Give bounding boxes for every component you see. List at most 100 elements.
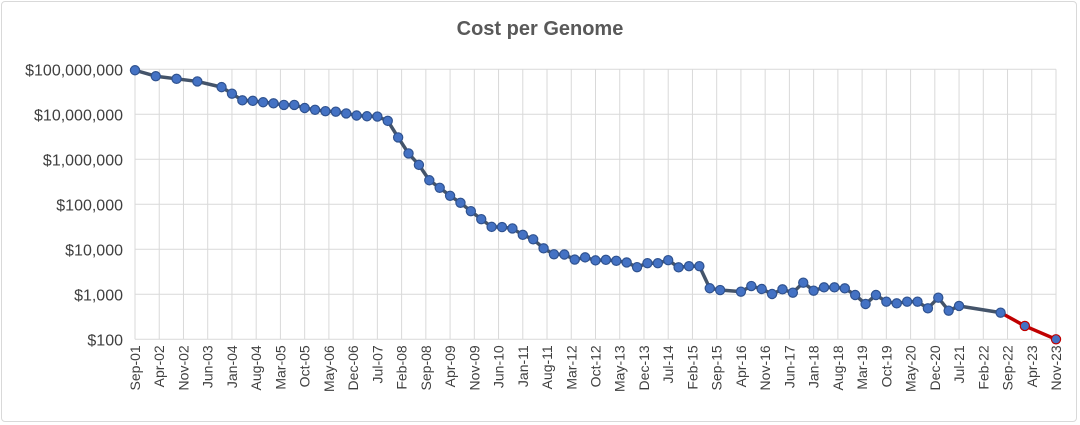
data-point [424, 175, 435, 186]
data-point [129, 65, 141, 76]
y-tick-label: $10,000 [65, 242, 123, 259]
data-point [486, 221, 497, 233]
data-point [735, 286, 747, 297]
data-point [891, 298, 902, 309]
chart-title: Cost per Genome [456, 18, 624, 40]
data-point [320, 105, 331, 117]
data-point [496, 221, 508, 233]
data-point [642, 257, 653, 269]
data-point [631, 261, 643, 273]
data-point [870, 289, 882, 301]
data-point [839, 283, 850, 294]
y-axis-ticks: $100,000,000 $10,000,000 $1,000,000 $100,00… [25, 62, 123, 349]
x-tick-label: Sep-22 [1000, 345, 1016, 390]
data-point [444, 190, 456, 201]
data-point [268, 98, 279, 109]
x-tick-label: Jan-18 [806, 345, 822, 388]
data-point [922, 303, 934, 314]
x-tick-label: Nov-02 [175, 345, 191, 390]
data-point [611, 255, 622, 267]
data-point [912, 296, 923, 307]
data-point [652, 258, 664, 269]
x-tick-label: Apr-09 [442, 345, 458, 387]
data-point [465, 205, 477, 217]
x-tick-label: Mar-12 [563, 345, 579, 390]
x-tick-label: Nov-16 [757, 345, 773, 390]
x-tick-label: Apr-02 [151, 345, 167, 387]
x-tick-label: Sep-01 [127, 345, 143, 390]
data-point [455, 197, 466, 208]
x-tick-label: Jul-21 [951, 345, 967, 383]
x-tick-label: Sep-08 [418, 345, 434, 390]
data-point [351, 110, 362, 121]
data-point [237, 95, 248, 106]
x-tick-label: May-13 [612, 345, 628, 392]
x-tick-label: Mar-05 [272, 345, 288, 390]
x-tick-label: Mar-19 [854, 345, 870, 390]
data-point [777, 284, 788, 295]
data-point [849, 289, 861, 301]
data-point [548, 249, 560, 260]
data-point [933, 292, 944, 303]
data-point [860, 298, 871, 310]
x-tick-label: Dec-13 [636, 345, 652, 390]
data-point [818, 282, 830, 293]
data-point [382, 115, 393, 127]
x-tick-label: Dec-20 [927, 345, 943, 390]
data-point [434, 182, 445, 193]
data-point [943, 305, 954, 316]
x-tick-label: May-06 [321, 345, 337, 392]
data-point [403, 148, 414, 159]
data-point [299, 102, 310, 114]
series-markers [129, 65, 1062, 345]
data-point [714, 284, 726, 296]
x-tick-label: Apr-16 [733, 345, 749, 387]
data-point [663, 254, 674, 266]
data-point [766, 288, 778, 300]
data-point [559, 249, 570, 260]
data-point [673, 262, 684, 273]
x-tick-label: Jan-04 [224, 345, 240, 388]
x-tick-label: May-20 [903, 345, 919, 392]
x-tick-label: Nov-09 [466, 345, 482, 390]
data-point [901, 296, 913, 307]
data-point [579, 252, 591, 263]
y-tick-label: $1,000 [74, 287, 123, 304]
data-point [330, 106, 342, 117]
cost-line [134, 68, 1001, 315]
x-tick-label: Aug-04 [248, 345, 264, 390]
y-tick-label: $10,000,000 [34, 107, 123, 124]
x-tick-label: Jul-14 [660, 345, 676, 383]
x-tick-label: Jan-11 [515, 345, 531, 387]
data-point [150, 71, 161, 82]
data-point [257, 97, 269, 108]
x-tick-label: Oct-05 [297, 345, 313, 387]
data-point [683, 261, 695, 272]
x-tick-label: Jun-17 [781, 345, 797, 388]
data-point [538, 243, 549, 254]
data-point [171, 73, 182, 85]
data-point [746, 280, 757, 292]
y-tick-label: $100,000,000 [25, 62, 123, 79]
data-point [289, 99, 300, 111]
x-tick-label: Jul-07 [369, 345, 385, 383]
data-point [216, 81, 227, 93]
x-tick-label: Feb-22 [975, 345, 991, 390]
projection-point [1019, 320, 1031, 332]
data-point [600, 254, 612, 266]
data-point [247, 95, 258, 107]
x-tick-label: Sep-15 [709, 345, 725, 390]
data-point [621, 257, 632, 268]
data-point [808, 285, 819, 296]
x-tick-label: Apr-23 [1024, 345, 1040, 387]
data-point [309, 104, 321, 116]
data-point [829, 282, 840, 293]
data-point [372, 111, 383, 122]
x-tick-label: Oct-12 [588, 345, 604, 387]
data-point [995, 307, 1006, 318]
x-tick-label: Aug-18 [830, 345, 846, 390]
x-tick-label: Dec-06 [345, 345, 361, 390]
data-point [278, 99, 290, 111]
data-point [341, 108, 352, 119]
